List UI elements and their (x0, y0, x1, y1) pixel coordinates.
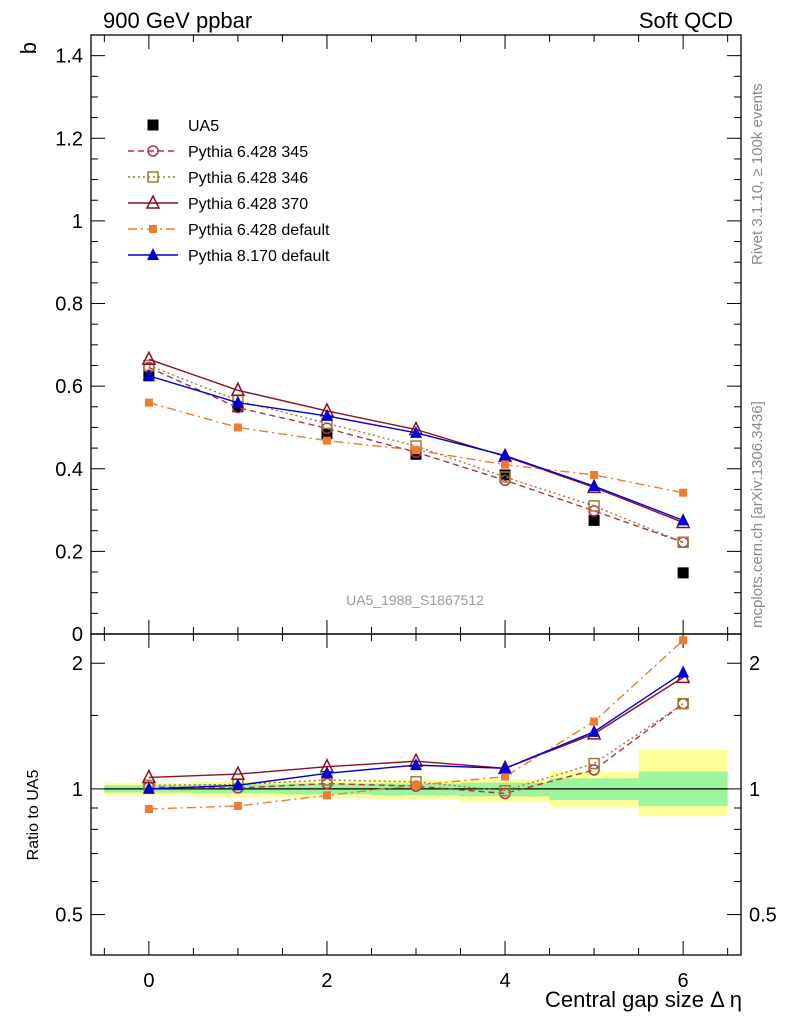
ratio-series-pythia-8-170-default-line (148, 671, 684, 790)
ratio-series-pythia-8-170-default-point (142, 781, 155, 794)
main-y-tick-label: 0.2 (55, 541, 83, 563)
main-series-pythia-6-428-370-point (230, 381, 246, 397)
legend-item-pythia-8-170-default: Pythia 8.170 default (128, 248, 330, 265)
legend-item-pythia-6-428-345: Pythia 6.428 345 (128, 144, 308, 161)
main-y-tick-label: 1.2 (55, 128, 83, 150)
mcplots-note: mcplots.cern.ch [arXiv:1306.3436] (749, 401, 766, 628)
legend-item-pythia-6-428-370: Pythia 6.428 370 (128, 194, 308, 213)
main-series-pythia-6-428-346-point (677, 536, 689, 549)
header-right-title: Soft QCD (639, 8, 733, 33)
ratio-y-tick-label: 0.5 (55, 905, 83, 927)
main-series-pythia-6-428-default-point (412, 446, 420, 455)
legend-label: Pythia 6.428 default (188, 222, 330, 239)
xlabel-text: Central gap size Δ η (545, 987, 742, 1012)
main-y-tick-label: 0 (72, 624, 83, 646)
main-ylabel: b (16, 42, 41, 54)
x-tick-label: 0 (143, 970, 154, 992)
main-series-ua5-point (588, 514, 600, 526)
ratio-series-pythia-6-428-345-point (588, 764, 600, 776)
ratio-series-pythia-8-170-default-point (231, 778, 244, 791)
legend-marker (147, 171, 159, 183)
x-tick-label: 4 (499, 970, 510, 992)
ratio-panel: 0.5 0.5 1 1 2 2 0 2 4 6 (55, 633, 777, 992)
main-series-pythia-6-428-default-point (501, 460, 510, 469)
x-tick-label: 2 (321, 970, 332, 992)
ratio-y-tick-label-right: 1 (749, 779, 760, 801)
main-series-pythia-8-170-default-point (588, 479, 601, 492)
main-series-pythia-6-428-346-point (588, 500, 600, 512)
header-left-title: 900 GeV ppbar (103, 8, 252, 33)
ratio-ylabel: Ratio to UA5 (25, 770, 42, 861)
legend-item-ua5: UA5 (147, 118, 219, 135)
ratio-series-pythia-6-428-345-point (677, 697, 689, 710)
main-series-pythia-8-170-default-point (499, 448, 512, 461)
ratio-series-pythia-6-428-346-point (499, 784, 511, 797)
ratio-series-pythia-6-428-default-point (233, 801, 242, 810)
ratio-series-pythia-6-428-346-point (677, 697, 689, 710)
main-series-pythia-6-428-370-point (141, 350, 157, 366)
main-series-pythia-8-170-default-point (320, 408, 333, 421)
ratio-series-pythia-6-428-default-point (412, 781, 420, 790)
rivet-note: Rivet 3.1.10, ≥ 100k events (749, 83, 766, 265)
main-series-pythia-6-428-default-point (144, 398, 153, 407)
main-series-pythia-8-170-default-point (231, 395, 244, 408)
main-series-ua5-point (677, 567, 689, 579)
main-series-pythia-8-170-default-point (142, 368, 155, 381)
main-series-pythia-6-428-346-point (499, 471, 511, 483)
ratio-series-pythia-6-428-346-point (588, 757, 600, 770)
legend-label: Pythia 6.428 345 (188, 144, 308, 161)
main-series-ua5-point (410, 448, 422, 460)
legend-item-pythia-6-428-default: Pythia 6.428 default (128, 222, 330, 239)
ratio-y-tick-label: 2 (72, 653, 83, 675)
main-series-pythia-8-170-default-point (410, 425, 422, 438)
ratio-series-pythia-6-428-default-point (501, 772, 510, 781)
main-y-tick-label: 0.6 (55, 376, 83, 398)
ratio-y-tick-label: 1 (72, 779, 83, 801)
legend-label: UA5 (188, 118, 219, 135)
main-y-tick-label: 1 (72, 211, 83, 233)
main-series-pythia-6-428-default-point (679, 488, 688, 497)
legend-marker (145, 194, 161, 209)
legend-marker (149, 225, 157, 233)
main-series-pythia-6-428-default-point (233, 423, 242, 432)
legend-label: Pythia 8.170 default (188, 248, 330, 265)
main-panel: 0 0.2 0.4 0.6 0.8 1 1.2 1.4 (55, 34, 742, 646)
main-series-pythia-8-170-default-point (677, 513, 690, 526)
ratio-series-pythia-8-170-default-point (588, 724, 601, 737)
main-series-pythia-6-428-default-point (322, 436, 331, 445)
ratio-series-pythia-6-428-default-point (322, 791, 331, 800)
main-series-pythia-6-428-default-point (590, 470, 599, 479)
ratio-series-pythia-8-170-default-point (320, 766, 333, 779)
ratio-y-tick-label-right: 0.5 (749, 905, 777, 927)
ratio-series-pythia-8-170-default-point (410, 758, 422, 771)
analysis-tag: UA5_1988_S1867512 (346, 592, 484, 608)
x-tick-label: 6 (678, 970, 689, 992)
main-y-tick-label: 0.4 (55, 459, 83, 481)
main-y-tick-label: 1.4 (55, 46, 83, 68)
legend-label: Pythia 6.428 370 (188, 196, 308, 213)
ratio-series-pythia-6-428-default-point (144, 805, 153, 814)
xlabel: Central gap size Δ η (545, 987, 742, 1012)
legend-item-pythia-6-428-346: Pythia 6.428 346 (128, 170, 308, 187)
legend-label: Pythia 6.428 346 (188, 170, 308, 187)
ratio-series-pythia-8-170-default-point (499, 761, 512, 774)
ratio-series-pythia-8-170-default-point (677, 665, 690, 678)
ratio-y-tick-label-right: 2 (749, 653, 760, 675)
legend-marker (147, 248, 159, 260)
legend-marker (147, 119, 159, 131)
ratio-series-pythia-6-428-default-point (679, 636, 688, 645)
legend-marker (147, 145, 159, 157)
ratio-series-pythia-6-428-default-point (590, 717, 599, 726)
legend: UA5 Pythia 6.428 345 Pythia 6.428 346 Pythi… (128, 118, 330, 265)
main-y-tick-label: 0.8 (55, 294, 83, 316)
